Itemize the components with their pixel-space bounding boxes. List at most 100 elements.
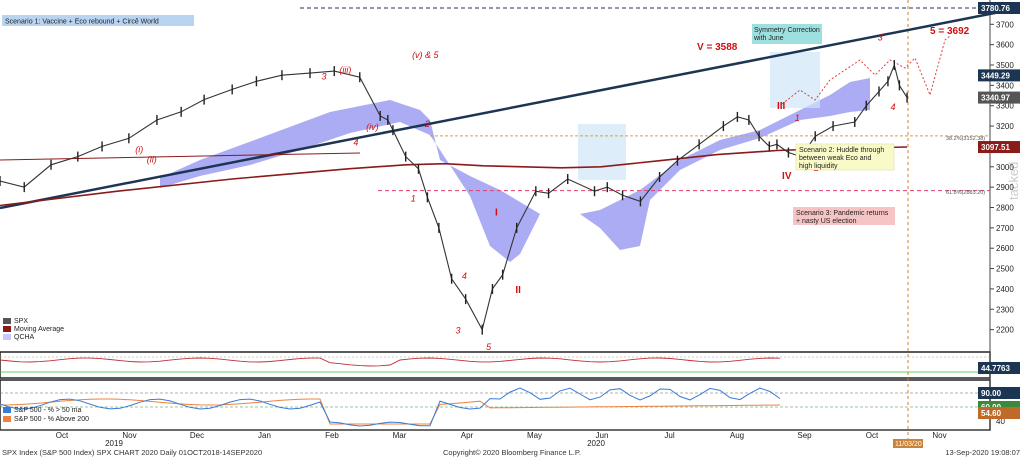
x-month-label: Nov — [932, 431, 946, 440]
projection-path — [781, 35, 951, 105]
fib-618-label: 61.8%(2883.20) — [946, 190, 985, 196]
scenario2-text: between weak Eco and — [799, 155, 871, 162]
legend-label: S&P 500 - % Above 200 — [14, 416, 89, 423]
x-month-label: Dec — [190, 431, 204, 440]
y-tick-label: 2300 — [996, 305, 1014, 314]
x-month-label: Aug — [730, 431, 744, 440]
y-tick-label: 3400 — [996, 81, 1014, 90]
x-month-label: Feb — [325, 431, 339, 440]
wave-label: 1 — [795, 113, 800, 123]
x-month-label: Jun — [596, 431, 609, 440]
x-month-label: Oct — [866, 431, 879, 440]
footer-right: 13-Sep-2020 19:08:07 — [945, 448, 1020, 457]
x-year-label: 2019 — [105, 439, 123, 448]
x-month-label: Apr — [461, 431, 474, 440]
scenario1-text: Scenario 1: Vaccine + Eco rebound + Circ… — [5, 19, 159, 26]
legend-label: QCHA — [14, 334, 35, 341]
price-badge — [978, 2, 1020, 14]
legend-label: Moving Average — [14, 326, 64, 333]
y-tick-label: 2800 — [996, 204, 1014, 213]
wave-label: III — [777, 101, 786, 112]
x-month-label: Sep — [797, 431, 812, 440]
oscillator-badge-text: 90.00 — [981, 389, 1002, 398]
highlight-box-june — [578, 124, 626, 180]
prior-high-line — [0, 152, 361, 161]
y-tick-label: 2400 — [996, 285, 1014, 294]
wave-label: 5 — [486, 342, 492, 352]
legend-swatch — [3, 334, 11, 340]
scenario3-text: + nasty US election — [796, 218, 857, 225]
event-marker-text: 11/03/20 — [895, 441, 922, 448]
legend-label: SPX — [14, 318, 28, 325]
wave-label: 4 — [353, 137, 358, 147]
oscillator-badge — [978, 387, 1020, 399]
y-tick-label: 2600 — [996, 244, 1014, 253]
main-panel — [0, 0, 990, 352]
y-tick-label: 3500 — [996, 61, 1014, 70]
highlight-box-aug — [770, 52, 820, 108]
oscillator-badge — [978, 407, 1020, 419]
wave-label: (iv) — [366, 122, 379, 132]
scenario2-text: Scenario 2: Huddle through — [799, 147, 884, 154]
breadth-panel — [0, 379, 991, 431]
five-label: 5 = 3692 — [930, 26, 970, 37]
scenario3-box — [793, 207, 895, 225]
symmetry-box — [752, 24, 822, 44]
moving-average-line — [0, 146, 908, 207]
price-badge-text: 3340.97 — [981, 94, 1010, 103]
scenario2-text: high liquidity — [799, 163, 838, 170]
wave-label: 3 — [455, 326, 460, 336]
legend-swatch — [3, 416, 11, 422]
price-badge-text: 3449.29 — [981, 71, 1010, 80]
scenario2-box — [795, 143, 895, 171]
wave-label: (iii) — [339, 65, 351, 75]
wave-label: 4 — [462, 271, 467, 281]
event-marker-badge — [893, 439, 923, 448]
oscillator-panel — [0, 351, 991, 379]
y-tick-label: 2200 — [996, 326, 1014, 335]
scenario1-box — [2, 15, 194, 26]
breadth-above-200-line — [0, 398, 781, 425]
wave-label: (v) & 5 — [412, 50, 439, 60]
qcha-cloud — [160, 78, 870, 262]
price-badge-text: 3780.76 — [981, 4, 1010, 13]
y-tick-label: 2500 — [996, 265, 1014, 274]
x-year-label: 2020 — [587, 439, 605, 448]
wave-label: (ii) — [147, 155, 157, 165]
wave-label: 4 — [890, 102, 895, 112]
legend-swatch — [3, 326, 11, 332]
wave-label: II — [515, 285, 521, 296]
x-month-label: May — [527, 431, 542, 440]
y-tick-label: 2700 — [996, 224, 1014, 233]
price-badge — [978, 141, 1020, 154]
footer-center: Copyright© 2020 Bloomberg Finance L.P. — [443, 448, 581, 457]
footer-left: SPX Index (S&P 500 Index) SPX CHART 2020… — [2, 448, 262, 457]
wave-label: 2 — [424, 119, 430, 129]
wave-label: 1 — [411, 193, 416, 203]
symmetry-text: Symmetry Correction — [754, 27, 820, 34]
y-tick-label: 3700 — [996, 20, 1014, 29]
legend-label: S&P 500 - % > 50 ma — [14, 407, 81, 414]
y-tick-label: 3600 — [996, 41, 1014, 50]
legend-swatch — [3, 318, 11, 324]
breadth-tick-label: 40 — [996, 417, 1005, 426]
y-tick-label: 3000 — [996, 163, 1014, 172]
y-tick-label: 3200 — [996, 122, 1014, 131]
trendline — [0, 8, 1011, 210]
wave-label: I — [495, 208, 498, 219]
fib-382-label: 38.2%(3152.38) — [946, 136, 985, 142]
legend-swatch — [3, 407, 11, 413]
price-badge — [978, 69, 1020, 82]
oscillator-line — [0, 357, 781, 367]
scenario3-text: Scenario 3: Pandemic returns — [796, 210, 889, 217]
wave-label: IV — [782, 171, 792, 182]
x-month-label: Jan — [258, 431, 271, 440]
y-tick-label: 3300 — [996, 102, 1014, 111]
y-tick-label: 2900 — [996, 183, 1014, 192]
x-month-label: Oct — [56, 431, 69, 440]
x-month-label: Jul — [664, 431, 674, 440]
x-month-label: Nov — [122, 431, 136, 440]
watermark-text: tacked — [1006, 162, 1021, 200]
